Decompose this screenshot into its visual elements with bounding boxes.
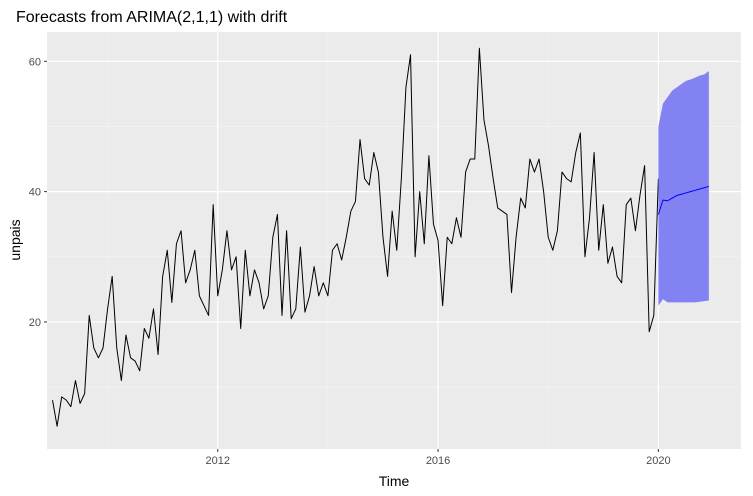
x-tick-label: 2012: [206, 455, 230, 467]
x-axis-title: Time: [379, 473, 410, 489]
y-tick-label: 40: [29, 187, 41, 199]
x-tick-label: 2020: [646, 455, 670, 467]
forecast-line: [657, 185, 710, 215]
observed-series-line: [52, 47, 659, 427]
chart-title: Forecasts from ARIMA(2,1,1) with drift: [16, 9, 288, 26]
prediction-interval-band: [658, 71, 709, 306]
y-tick-label: 20: [29, 317, 41, 329]
series-layer: [52, 47, 710, 427]
y-axis-title: unpais: [7, 219, 23, 260]
minor-gridlines: [47, 32, 741, 449]
x-tick-label: 2016: [426, 455, 450, 467]
y-tick-label: 60: [29, 56, 41, 68]
plot-panel: [47, 32, 741, 449]
